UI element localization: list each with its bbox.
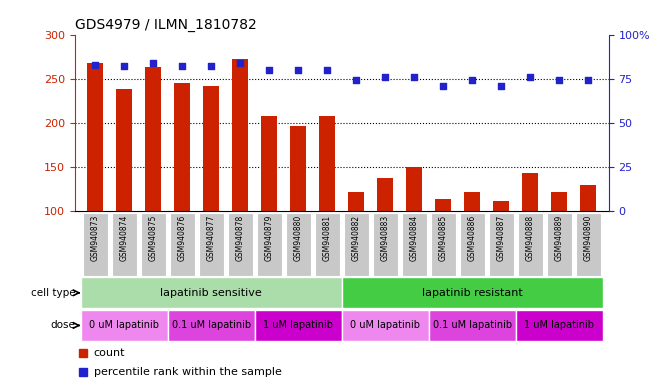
- Point: [496, 83, 506, 89]
- Text: GSM940881: GSM940881: [323, 214, 332, 261]
- FancyBboxPatch shape: [344, 212, 368, 276]
- FancyBboxPatch shape: [373, 212, 398, 276]
- Point: [438, 83, 449, 89]
- Text: GSM940890: GSM940890: [584, 214, 593, 261]
- Bar: [522, 173, 538, 211]
- Bar: [117, 89, 132, 211]
- FancyBboxPatch shape: [429, 310, 516, 341]
- FancyBboxPatch shape: [81, 277, 342, 308]
- Point: [177, 63, 187, 70]
- Text: 1 uM lapatinib: 1 uM lapatinib: [524, 320, 594, 331]
- Text: 0 uM lapatinib: 0 uM lapatinib: [350, 320, 421, 331]
- Text: GSM940876: GSM940876: [178, 214, 187, 261]
- Text: GSM940874: GSM940874: [120, 214, 129, 261]
- FancyBboxPatch shape: [257, 212, 282, 276]
- Text: GSM940889: GSM940889: [555, 214, 564, 261]
- Bar: [87, 63, 103, 211]
- Bar: [290, 126, 306, 211]
- Bar: [406, 167, 422, 211]
- Text: GSM940880: GSM940880: [294, 214, 303, 261]
- FancyBboxPatch shape: [342, 277, 603, 308]
- Bar: [232, 59, 248, 211]
- Point: [351, 78, 361, 84]
- Point: [206, 63, 216, 70]
- Text: GSM940879: GSM940879: [265, 214, 273, 261]
- Text: 1 uM lapatinib: 1 uM lapatinib: [263, 320, 333, 331]
- Text: lapatinib resistant: lapatinib resistant: [422, 288, 523, 298]
- Text: GSM940877: GSM940877: [207, 214, 215, 261]
- Text: lapatinib sensitive: lapatinib sensitive: [160, 288, 262, 298]
- Point: [322, 67, 333, 73]
- Text: 0.1 uM lapatinib: 0.1 uM lapatinib: [172, 320, 251, 331]
- Point: [380, 74, 391, 80]
- Bar: [464, 192, 480, 211]
- Text: GSM940886: GSM940886: [468, 214, 477, 261]
- FancyBboxPatch shape: [255, 310, 342, 341]
- Text: GDS4979 / ILMN_1810782: GDS4979 / ILMN_1810782: [75, 18, 256, 32]
- FancyBboxPatch shape: [489, 212, 514, 276]
- FancyBboxPatch shape: [315, 212, 340, 276]
- Text: GSM940875: GSM940875: [148, 214, 158, 261]
- Text: dose: dose: [51, 320, 76, 331]
- Bar: [319, 116, 335, 211]
- Text: GSM940878: GSM940878: [236, 214, 245, 261]
- Point: [554, 78, 564, 84]
- FancyBboxPatch shape: [431, 212, 456, 276]
- Text: percentile rank within the sample: percentile rank within the sample: [94, 367, 281, 377]
- Text: 0.1 uM lapatinib: 0.1 uM lapatinib: [433, 320, 512, 331]
- FancyBboxPatch shape: [342, 310, 429, 341]
- Bar: [581, 185, 596, 211]
- FancyBboxPatch shape: [83, 212, 107, 276]
- Point: [148, 60, 158, 66]
- FancyBboxPatch shape: [576, 212, 601, 276]
- FancyBboxPatch shape: [286, 212, 311, 276]
- FancyBboxPatch shape: [112, 212, 137, 276]
- FancyBboxPatch shape: [81, 310, 168, 341]
- FancyBboxPatch shape: [518, 212, 543, 276]
- Point: [90, 61, 100, 68]
- Point: [235, 60, 245, 66]
- Point: [293, 67, 303, 73]
- Point: [467, 78, 478, 84]
- Text: count: count: [94, 348, 125, 358]
- Bar: [436, 199, 451, 211]
- Bar: [493, 202, 509, 211]
- Text: GSM940884: GSM940884: [410, 214, 419, 261]
- Text: GSM940888: GSM940888: [526, 214, 535, 261]
- Bar: [145, 67, 161, 211]
- FancyBboxPatch shape: [460, 212, 484, 276]
- FancyBboxPatch shape: [516, 310, 603, 341]
- FancyBboxPatch shape: [170, 212, 195, 276]
- FancyBboxPatch shape: [547, 212, 572, 276]
- FancyBboxPatch shape: [402, 212, 426, 276]
- Text: 0 uM lapatinib: 0 uM lapatinib: [89, 320, 159, 331]
- Text: cell type: cell type: [31, 288, 76, 298]
- Bar: [203, 86, 219, 211]
- Bar: [551, 192, 567, 211]
- FancyBboxPatch shape: [141, 212, 165, 276]
- Point: [264, 67, 275, 73]
- Point: [119, 63, 130, 70]
- Bar: [261, 116, 277, 211]
- Text: GSM940887: GSM940887: [497, 214, 506, 261]
- Point: [525, 74, 536, 80]
- Text: GSM940885: GSM940885: [439, 214, 448, 261]
- Bar: [348, 192, 365, 211]
- Point: [583, 78, 594, 84]
- Point: [409, 74, 419, 80]
- FancyBboxPatch shape: [199, 212, 223, 276]
- FancyBboxPatch shape: [168, 310, 255, 341]
- Text: GSM940883: GSM940883: [381, 214, 390, 261]
- Text: GSM940873: GSM940873: [90, 214, 100, 261]
- Bar: [174, 83, 190, 211]
- Text: GSM940882: GSM940882: [352, 214, 361, 261]
- Bar: [378, 178, 393, 211]
- FancyBboxPatch shape: [228, 212, 253, 276]
